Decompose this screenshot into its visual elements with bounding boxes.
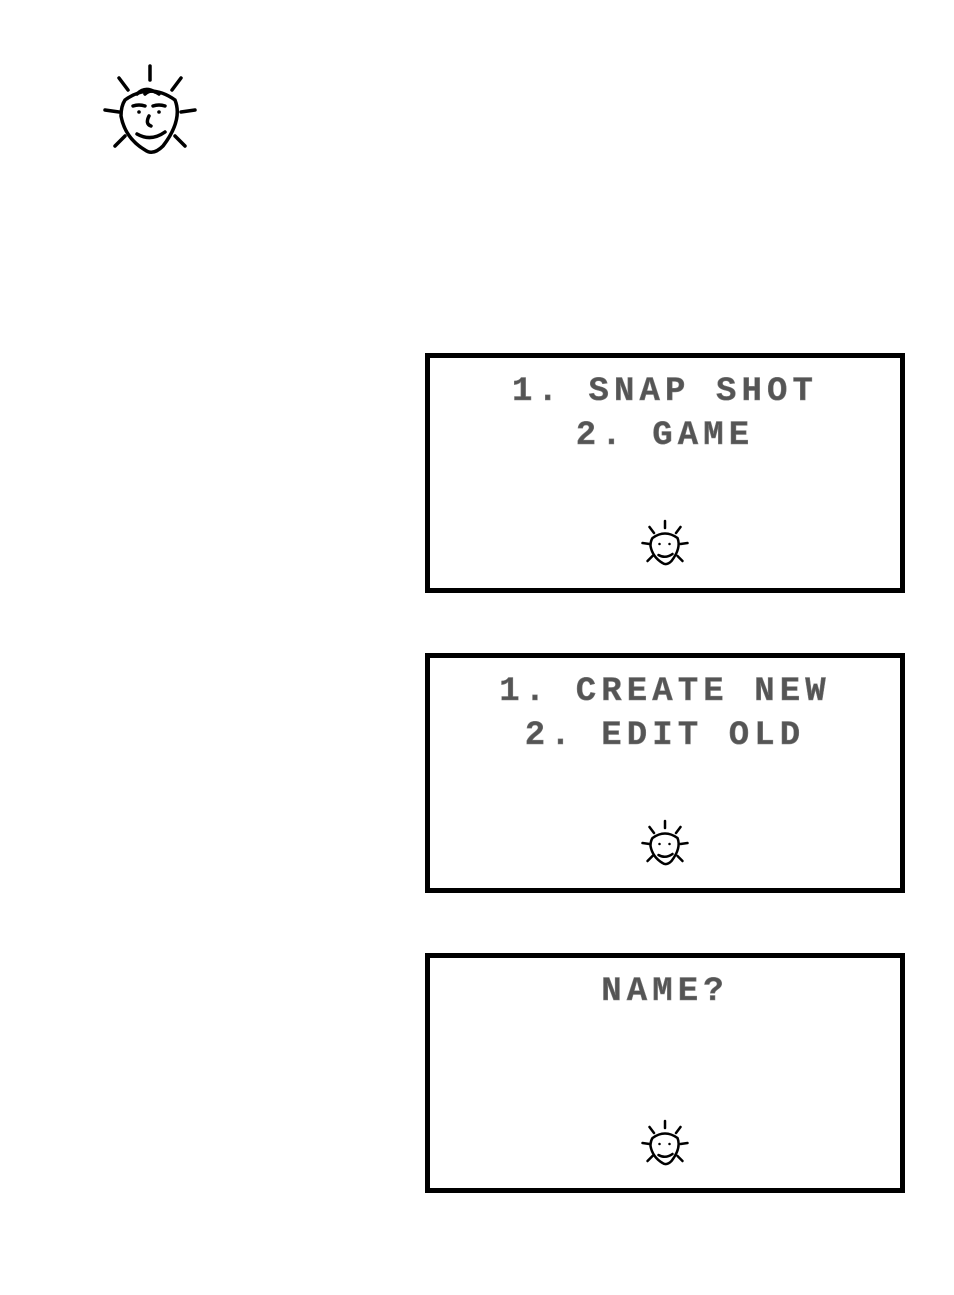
menu-option-edit-old[interactable]: 2. EDIT OLD: [430, 714, 900, 758]
menu-option-create-new[interactable]: 1. CREATE NEW: [430, 670, 900, 714]
face-icon: [638, 818, 693, 878]
lcd-screen-create-edit-menu: 1. CREATE NEW 2. EDIT OLD: [425, 653, 905, 893]
prompt-name: NAME?: [430, 970, 900, 1014]
face-icon: [638, 1118, 693, 1178]
lcd-screen-name-prompt: NAME?: [425, 953, 905, 1193]
face-icon: [638, 518, 693, 578]
lcd-screen-main-menu: 1. SNAP SHOT 2. GAME: [425, 353, 905, 593]
page: 1. SNAP SHOT 2. GAME: [0, 0, 954, 1295]
menu-option-snapshot[interactable]: 1. SNAP SHOT: [430, 370, 900, 414]
menu-option-game[interactable]: 2. GAME: [430, 414, 900, 458]
face-icon: [95, 60, 205, 175]
